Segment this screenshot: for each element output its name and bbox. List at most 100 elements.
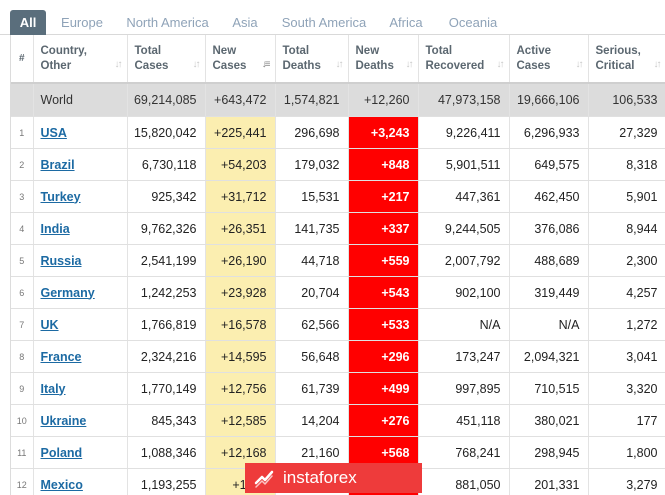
- country-name: USA: [33, 116, 128, 149]
- row-index: 2: [11, 148, 34, 181]
- tab-africa[interactable]: Africa: [389, 15, 423, 30]
- total-recovered-cell: 173,247: [418, 340, 510, 373]
- row-index: 12: [11, 468, 34, 495]
- active-cases-cell: 319,449: [509, 276, 589, 309]
- total-deaths-cell: 61,739: [275, 372, 349, 405]
- total-recovered-cell: 768,241: [418, 436, 510, 469]
- row-index: 1: [11, 116, 34, 149]
- header-label: New: [355, 44, 380, 57]
- country-name: India: [33, 212, 128, 245]
- table-row: 7 UK 1,766,819 +16,578 62,566 +533 N/A N/A 1,272: [11, 308, 665, 341]
- covid-table: # Country, Other ↓↑ Total Cases ↓↑ New C…: [11, 35, 665, 495]
- tab-oceania[interactable]: Oceania: [448, 15, 498, 30]
- header-total-cases[interactable]: Total Cases ↓↑: [127, 35, 206, 84]
- country-link[interactable]: Russia: [40, 253, 82, 268]
- total-recovered-cell: 9,244,505: [418, 212, 510, 245]
- country-name: Brazil: [33, 148, 128, 181]
- total-deaths-cell: 15,531: [275, 180, 349, 213]
- row-index: 3: [11, 180, 34, 213]
- table-row: 1 USA 15,820,042 +225,441 296,698 +3,243 9,226…: [11, 116, 665, 149]
- header-active-cases[interactable]: Active Cases ↓↑: [509, 35, 589, 84]
- active-cases-cell: 462,450: [509, 180, 589, 213]
- total-cases-cell: 1,766,819: [127, 308, 206, 341]
- instaforex-logo-icon: [253, 467, 275, 489]
- active-cases-cell: 298,945: [509, 436, 589, 469]
- new-cases-cell: +23,928: [205, 276, 276, 309]
- total-cases-cell: 845,343: [127, 404, 206, 437]
- active-cases-cell: 6,296,933: [509, 116, 589, 149]
- table-row: 9 Italy 1,770,149 +12,756 61,739 +499 997,895 7…: [11, 372, 665, 405]
- total-recovered-cell: 997,895: [418, 372, 510, 405]
- country-link[interactable]: Germany: [40, 285, 95, 300]
- total-recovered-cell: 47,973,158: [418, 83, 510, 117]
- header-country[interactable]: Country, Other ↓↑: [33, 35, 128, 84]
- row-index: 11: [11, 436, 34, 469]
- header-total-recovered[interactable]: Total Recovered ↓↑: [418, 35, 510, 84]
- header-serious-critical[interactable]: Serious, Critical ↓↑: [588, 35, 665, 84]
- active-cases-cell: 376,086: [509, 212, 589, 245]
- header-label: Total: [425, 44, 453, 57]
- world-row: World 69,214,085 +643,472 1,574,821 +12,…: [11, 83, 665, 117]
- header-label: Other: [40, 59, 72, 72]
- total-cases-cell: 1,193,255: [127, 468, 206, 495]
- total-deaths-cell: 62,566: [275, 308, 349, 341]
- country-link[interactable]: India: [40, 221, 70, 236]
- country-link[interactable]: Mexico: [40, 477, 83, 492]
- country-link[interactable]: France: [40, 349, 82, 364]
- sort-icon: ↓↑: [114, 59, 123, 70]
- tab-europe[interactable]: Europe: [61, 15, 103, 30]
- country-name: Mexico: [33, 468, 128, 495]
- row-index: 7: [11, 308, 34, 341]
- tab-north-america[interactable]: North America: [126, 15, 209, 30]
- country-link[interactable]: Italy: [40, 381, 66, 396]
- row-index: 5: [11, 244, 34, 277]
- active-cases-cell: 649,575: [509, 148, 589, 181]
- header-new-deaths[interactable]: New Deaths ↓↑: [348, 35, 419, 84]
- serious-critical-cell: 8,944: [588, 212, 665, 245]
- tab-asia[interactable]: Asia: [232, 15, 258, 30]
- country-link[interactable]: Poland: [40, 445, 83, 460]
- new-deaths-cell: +217: [348, 180, 419, 213]
- new-cases-cell: +12,756: [205, 372, 276, 405]
- total-recovered-cell: 902,100: [418, 276, 510, 309]
- new-deaths-cell: +543: [348, 276, 419, 309]
- country-link[interactable]: UK: [40, 317, 59, 332]
- total-recovered-cell: 9,226,411: [418, 116, 510, 149]
- active-cases-cell: N/A: [509, 308, 589, 341]
- sort-icon: ↓↑: [335, 59, 344, 70]
- country-link[interactable]: USA: [40, 125, 67, 140]
- header-new-cases[interactable]: New Cases ↓≡: [205, 35, 276, 84]
- serious-critical-cell: 1,800: [588, 436, 665, 469]
- new-deaths-cell: +499: [348, 372, 419, 405]
- header-label: Active: [516, 44, 552, 57]
- row-index: 9: [11, 372, 34, 405]
- total-recovered-cell: 447,361: [418, 180, 510, 213]
- table-header-row: # Country, Other ↓↑ Total Cases ↓↑ New C…: [11, 35, 665, 84]
- new-deaths-cell: +296: [348, 340, 419, 373]
- new-cases-cell: +14,595: [205, 340, 276, 373]
- country-link[interactable]: Brazil: [40, 157, 75, 172]
- total-cases-cell: 69,214,085: [127, 83, 206, 117]
- new-deaths-cell: +337: [348, 212, 419, 245]
- serious-critical-cell: 177: [588, 404, 665, 437]
- header-label: Deaths: [282, 59, 321, 72]
- header-total-deaths[interactable]: Total Deaths ↓↑: [275, 35, 349, 84]
- active-cases-cell: 2,094,321: [509, 340, 589, 373]
- country-link[interactable]: Turkey: [40, 189, 81, 204]
- total-deaths-cell: 1,574,821: [275, 83, 349, 117]
- header-label: Cases: [212, 59, 247, 72]
- total-cases-cell: 1,242,253: [127, 276, 206, 309]
- country-name: France: [33, 340, 128, 373]
- total-cases-cell: 9,762,326: [127, 212, 206, 245]
- country-link[interactable]: Ukraine: [40, 413, 87, 428]
- tab-all[interactable]: All: [10, 10, 46, 35]
- header-label: Deaths: [355, 59, 394, 72]
- total-deaths-cell: 56,648: [275, 340, 349, 373]
- new-cases-cell: +26,351: [205, 212, 276, 245]
- header-label: Cases: [134, 59, 169, 72]
- serious-critical-cell: 8,318: [588, 148, 665, 181]
- new-cases-cell: +12,585: [205, 404, 276, 437]
- header-index[interactable]: #: [11, 35, 34, 84]
- region-tabs: All Europe North America Asia South Amer…: [0, 0, 665, 35]
- tab-south-america[interactable]: South America: [281, 15, 367, 30]
